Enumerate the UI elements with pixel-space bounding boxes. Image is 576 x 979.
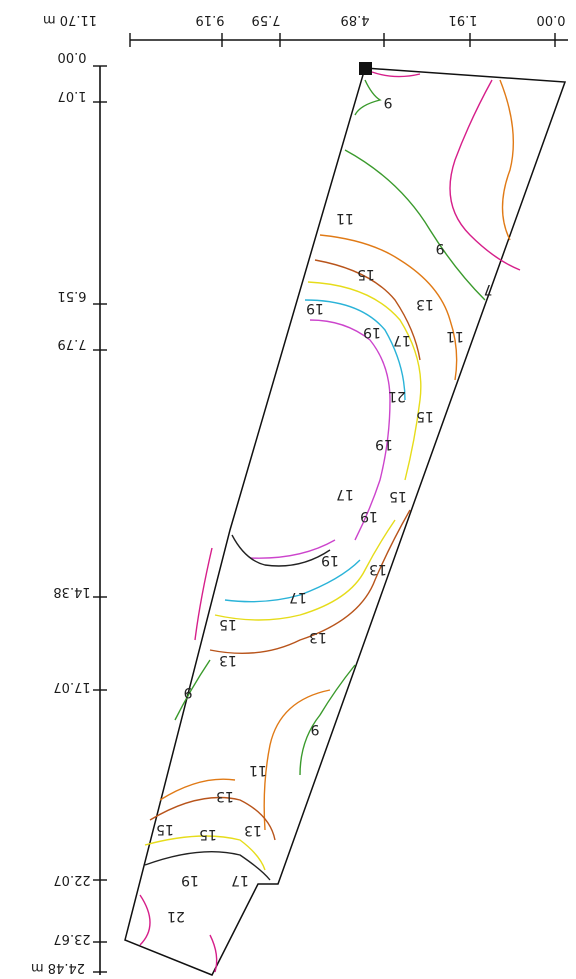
y-axis: 0.00 1.07 6.51 7.79 14.38 17.07 22.07 23… [31, 49, 107, 975]
isoline-label: 17 [289, 589, 307, 605]
isoline-label: 17 [336, 486, 354, 502]
y-tick-label: 22.07 [53, 872, 90, 887]
isoline-label: 13 [219, 652, 237, 668]
x-tick-label: 1.91 [449, 12, 478, 27]
isoline-label: 11 [336, 210, 354, 226]
isoline-label: 21 [388, 388, 406, 404]
isoline-7 [194, 547, 213, 641]
y-tick-label: 24.48 m [31, 960, 85, 975]
isoline-11 [499, 79, 514, 241]
isoline-17 [304, 299, 406, 401]
isoline-label: 15 [416, 408, 434, 424]
isoline-label: 19 [363, 324, 381, 340]
isoline-label: 15 [156, 821, 174, 837]
isolines [139, 71, 521, 973]
isoline-label: 11 [446, 328, 464, 344]
isoline-7 [371, 71, 521, 271]
isoline-label: 17 [231, 872, 249, 888]
square-marker-icon [359, 62, 372, 75]
isoline-15 [307, 281, 422, 481]
isoline-label: 9 [384, 94, 393, 110]
x-tick-label: 0.00 [537, 12, 566, 27]
isoline-labels: 7 9 9 9 9 11 11 11 13 13 13 13 13 13 15 … [156, 94, 492, 924]
y-tick-label: 0.00 [58, 49, 87, 64]
isoline-label: 19 [306, 300, 324, 316]
isoline-15 [214, 519, 396, 621]
isoline-label: 13 [309, 629, 327, 645]
isoline-label: 9 [184, 684, 193, 700]
isoline-label: 13 [216, 788, 234, 804]
y-tick-label: 6.51 [58, 288, 87, 303]
isoline-label: 15 [389, 488, 407, 504]
y-tick-label: 1.07 [58, 88, 87, 103]
x-tick-label: 11.70 m [43, 12, 97, 27]
y-tick-label: 17.07 [53, 679, 90, 694]
isoline-11 [263, 689, 331, 831]
isoline-13 [149, 796, 276, 841]
isoline-label: 19 [360, 508, 378, 524]
y-tick-label: 7.79 [58, 336, 87, 351]
isoline-11 [159, 778, 236, 801]
isoline-label: 11 [249, 762, 267, 778]
isoline-7 [139, 894, 151, 946]
isoline-13 [209, 509, 411, 654]
isoline-label: 15 [219, 616, 237, 632]
isoline-label: 13 [244, 822, 262, 838]
room-outline [124, 67, 567, 976]
isoline-9 [174, 659, 211, 721]
y-tick-label: 14.38 [53, 584, 90, 599]
isoline-9 [354, 79, 382, 116]
x-tick-label: 9.19 [196, 12, 225, 27]
isoline-21 [144, 851, 271, 881]
isoline-label: 9 [436, 240, 445, 256]
x-tick-label: 4.89 [341, 12, 370, 27]
isoline-label: 15 [357, 266, 375, 282]
isoline-label: 7 [484, 281, 493, 297]
x-tick-label: 7.59 [252, 12, 281, 27]
isoline-17 [224, 559, 361, 603]
x-axis: 0.00 1.91 4.89 7.59 9.19 11.70 m [43, 12, 568, 47]
isoline-label: 17 [393, 332, 411, 348]
isoline-label: 13 [369, 561, 387, 577]
isoline-label: 15 [199, 826, 217, 842]
isoline-9 [299, 664, 356, 776]
isoline-13 [314, 259, 421, 361]
isoline-label: 19 [375, 436, 393, 452]
isoline-label: 9 [311, 721, 320, 737]
y-tick-label: 23.67 [53, 931, 90, 946]
isoline-21 [231, 534, 331, 567]
isoline-11 [319, 234, 458, 381]
isoline-9 [344, 149, 486, 301]
isoline-label: 19 [181, 872, 199, 888]
isoline-15 [144, 835, 266, 871]
isoline-19 [249, 539, 336, 559]
isoline-19 [309, 319, 391, 541]
isoline-label: 19 [321, 552, 339, 568]
isoline-label: 21 [167, 908, 185, 924]
isoline-label: 13 [416, 296, 434, 312]
isoline-7 [209, 934, 218, 973]
